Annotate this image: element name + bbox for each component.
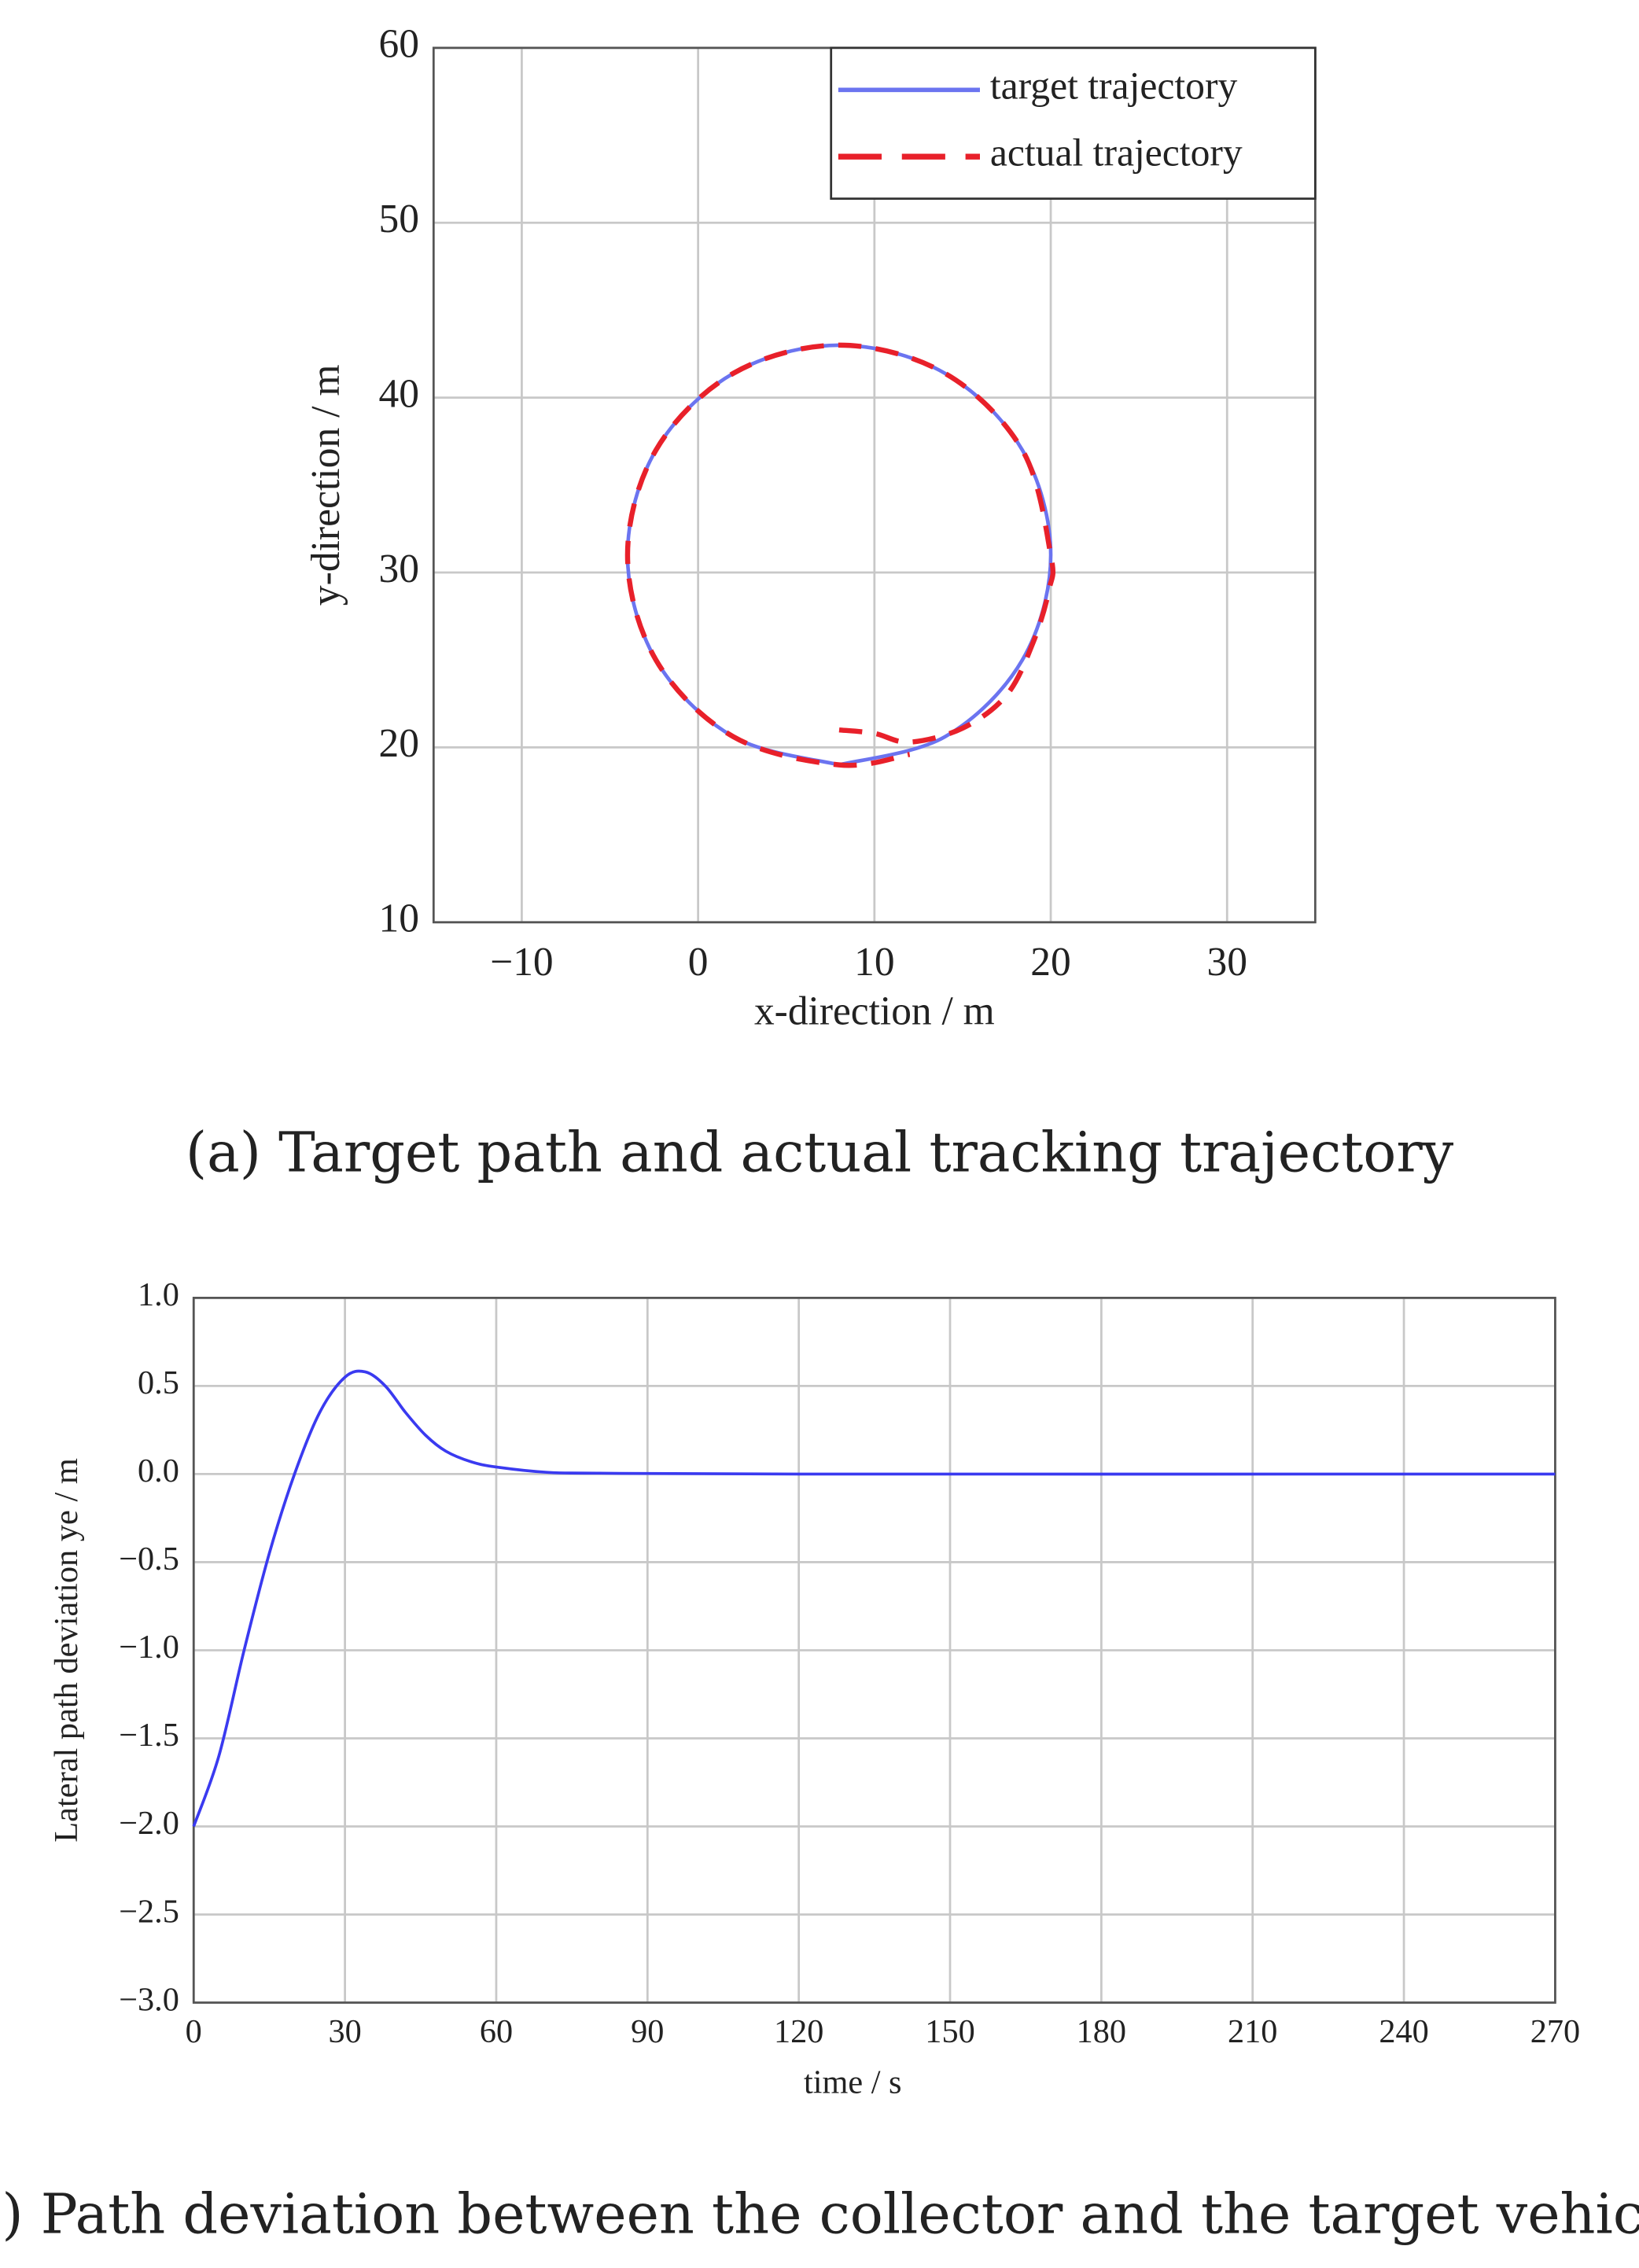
data-line <box>192 1369 1556 1828</box>
x-tick-label: 30 <box>1207 940 1247 985</box>
y-tick-label: −2.0 <box>119 1805 179 1842</box>
legend-label: actual trajectory <box>990 131 1243 175</box>
y-tick-label: 50 <box>379 197 419 241</box>
x-tick-label: 210 <box>1228 2013 1277 2050</box>
x-tick-label: 270 <box>1530 2013 1580 2050</box>
y-tick-label: 60 <box>379 22 419 67</box>
y-axis-label: Lateral path deviation ye / m <box>48 1458 85 1843</box>
y-tick-label: 30 <box>379 547 419 591</box>
x-tick-label: 20 <box>1030 940 1070 985</box>
plot-frame <box>192 1296 1556 2004</box>
x-tick-label: 10 <box>854 940 894 985</box>
y-tick-label: −1.5 <box>119 1717 179 1754</box>
y-tick-label: 1.0 <box>138 1276 179 1313</box>
y-axis-label: y-direction / m <box>304 364 348 606</box>
y-tick-label: −0.5 <box>119 1541 179 1578</box>
x-tick-label: 150 <box>925 2013 974 2050</box>
y-tick-label: −2.5 <box>119 1893 179 1930</box>
x-tick-label: 120 <box>774 2013 823 2050</box>
data-line <box>624 342 1056 768</box>
y-tick-label: 10 <box>379 897 419 941</box>
x-tick-label: 180 <box>1077 2013 1126 2050</box>
x-tick-label: 240 <box>1379 2013 1428 2050</box>
x-tick-label: 30 <box>328 2013 361 2050</box>
x-tick-label: 90 <box>631 2013 664 2050</box>
y-tick-label: 20 <box>379 721 419 766</box>
x-tick-label: 0 <box>688 940 709 985</box>
x-axis-label: time / s <box>804 2064 901 2100</box>
legend-box <box>830 46 1317 201</box>
x-tick-label: 60 <box>480 2013 513 2050</box>
y-tick-label: 0.5 <box>138 1364 179 1401</box>
legend-label: target trajectory <box>990 64 1238 108</box>
y-tick-label: 40 <box>379 371 419 416</box>
y-tick-label: 0.0 <box>138 1452 179 1489</box>
x-axis-label: x-direction / m <box>754 989 995 1034</box>
x-tick-label: −10 <box>490 940 553 985</box>
caption: (b) Path deviation between the collector… <box>0 2182 1639 2246</box>
y-tick-label: −1.0 <box>119 1629 179 1666</box>
x-tick-label: 0 <box>186 2013 202 2050</box>
caption: (a) Target path and actual tracking traj… <box>186 1121 1454 1184</box>
y-tick-label: −3.0 <box>119 1981 179 2018</box>
